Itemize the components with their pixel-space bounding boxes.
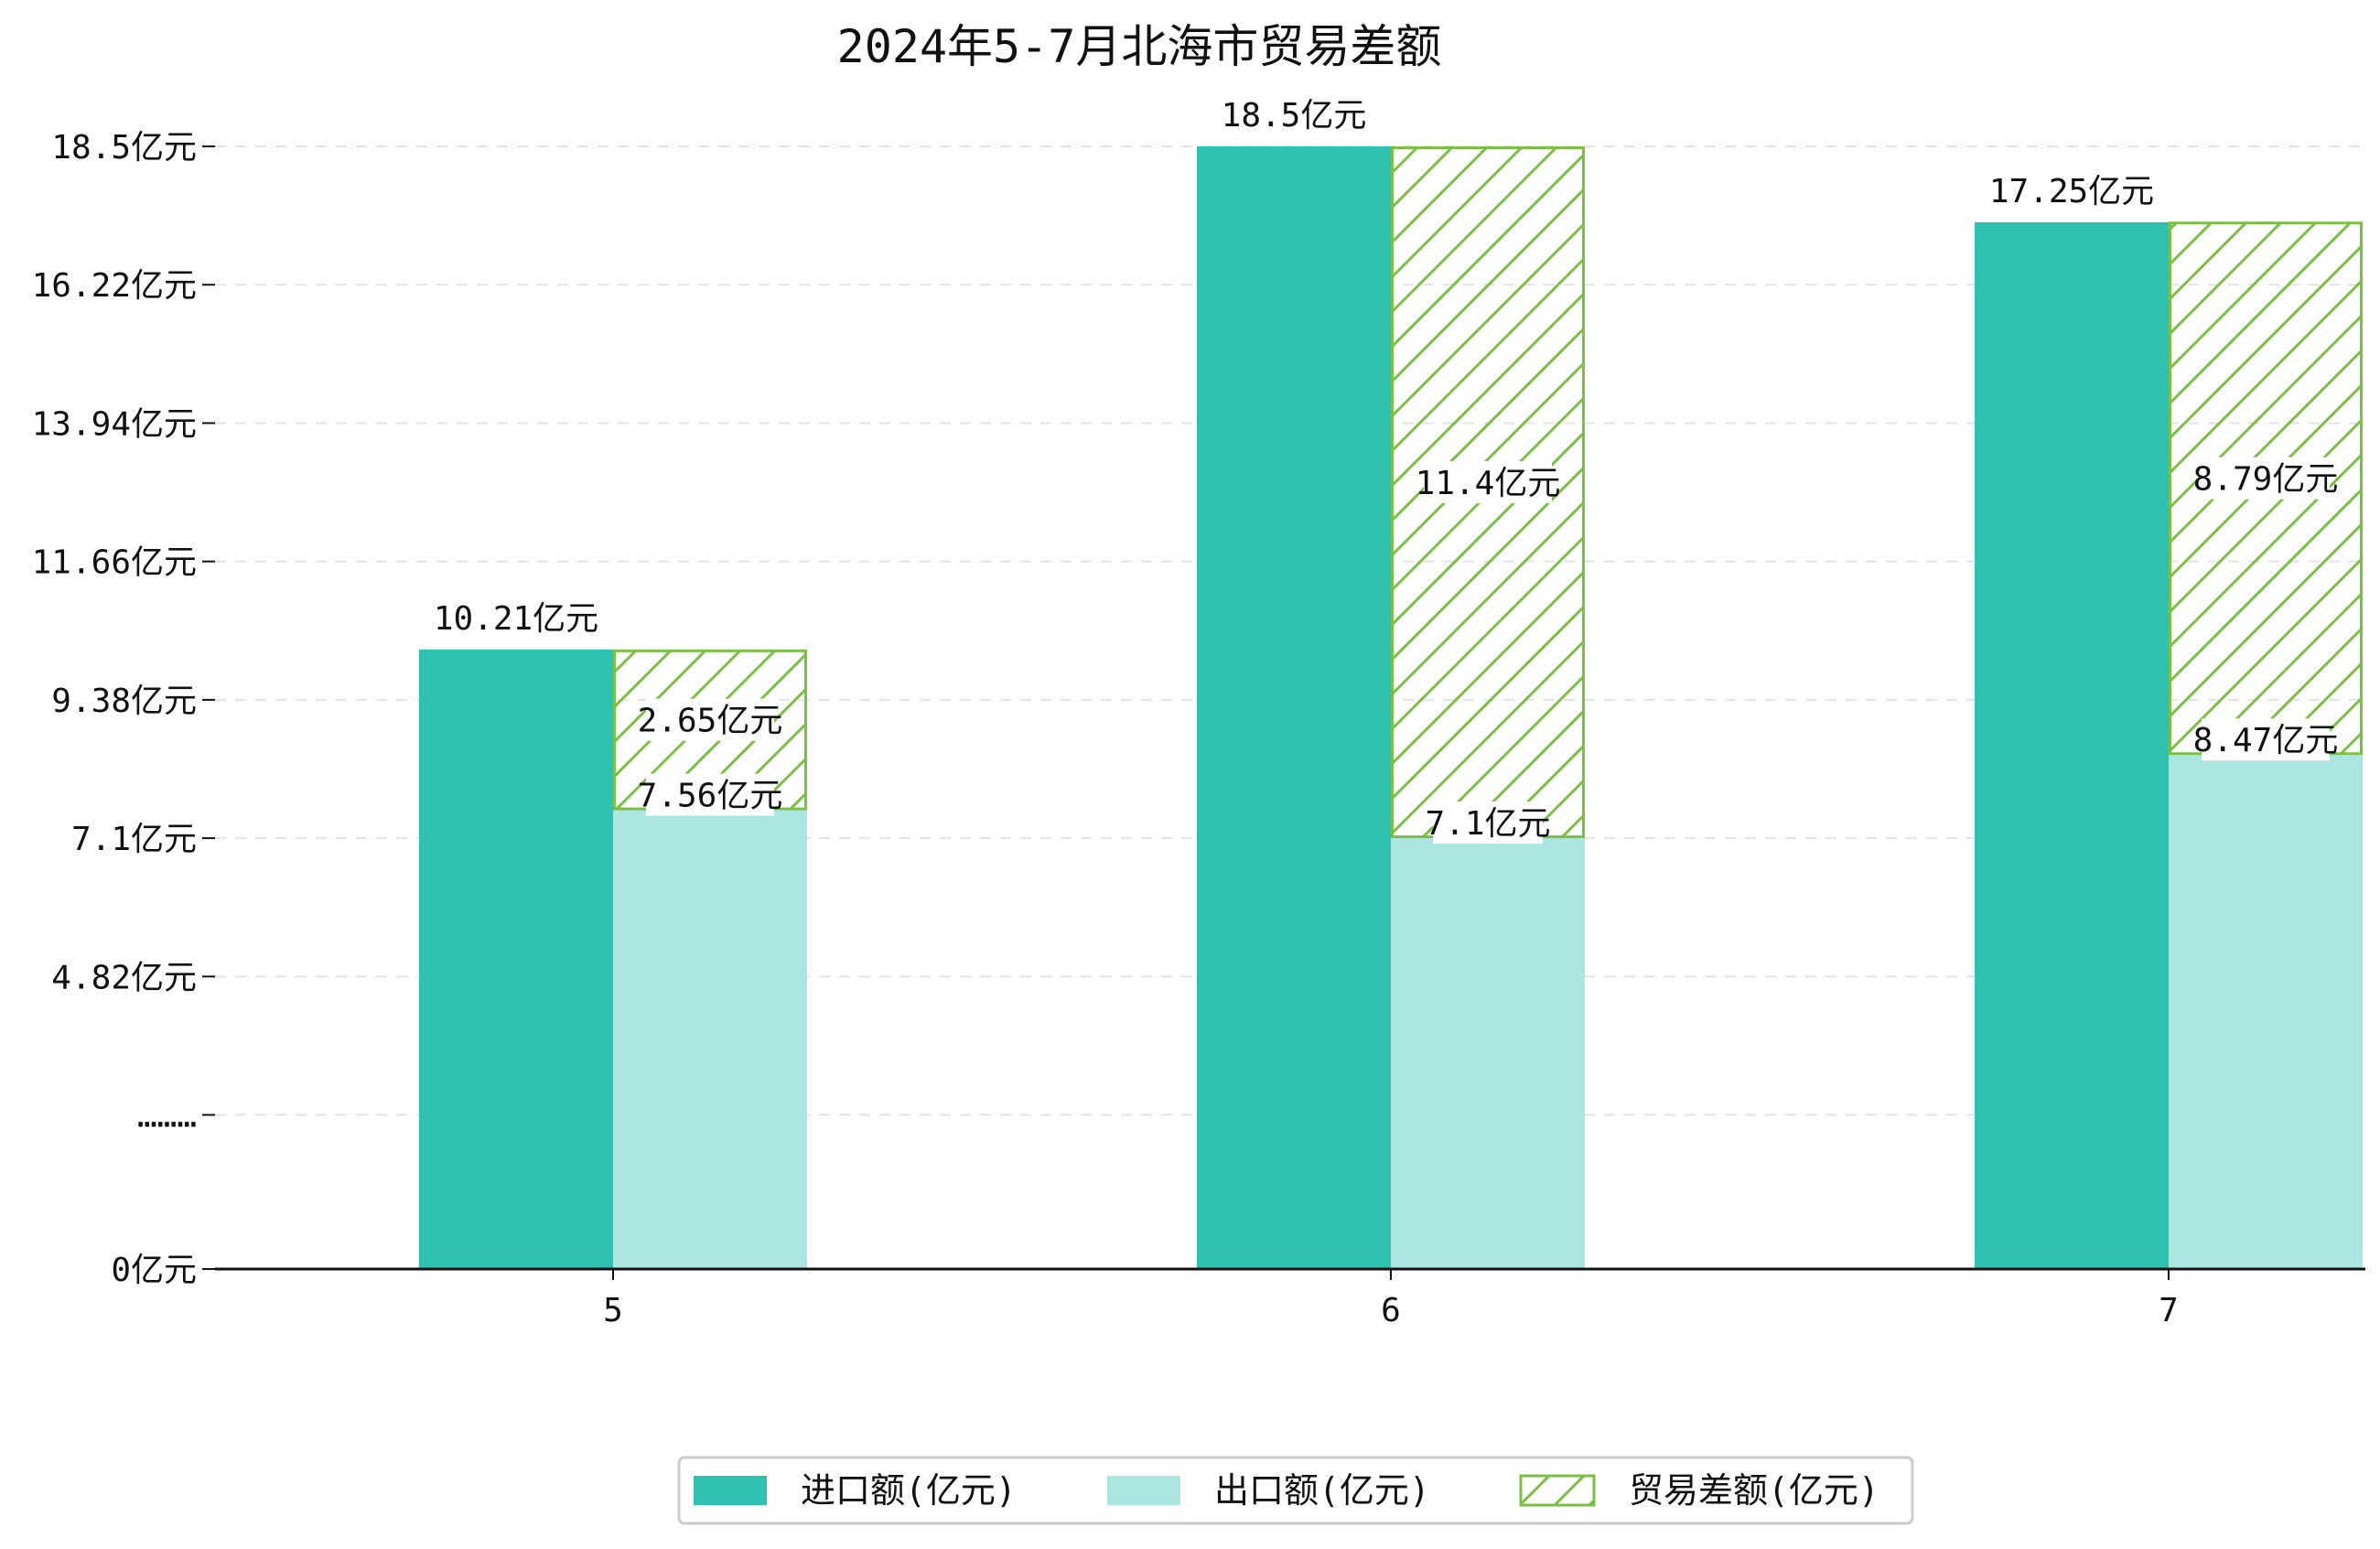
bar-export bbox=[1391, 838, 1585, 1269]
legend-box bbox=[677, 1456, 1914, 1525]
bars bbox=[419, 146, 2363, 1270]
data-label-trade-balance-bg bbox=[1424, 461, 1552, 504]
y-tick-label: 4.82亿元 bbox=[51, 959, 197, 996]
data-label-export-bg bbox=[646, 773, 774, 816]
bar-import bbox=[1975, 221, 2169, 1270]
data-label-import: 17.25亿元 bbox=[1989, 173, 2154, 210]
data-label-import: 18.5亿元 bbox=[1222, 97, 1367, 134]
data-label-import-bg bbox=[1230, 93, 1358, 135]
data-label-export-bg bbox=[1433, 801, 1543, 844]
data-label-import-bg bbox=[443, 596, 589, 639]
y-tick-label: 16.22亿元 bbox=[32, 267, 197, 305]
axes: 0亿元 ……… 4.82亿元 7.1亿元 9.38亿元 11.66亿元 13.94亿元 16.… bbox=[32, 129, 2365, 1329]
y-tick-label: ……… bbox=[137, 1098, 197, 1135]
data-label-trade-balance: 11.4亿元 bbox=[1416, 465, 1561, 502]
y-tick-label: 11.66亿元 bbox=[32, 544, 197, 582]
y-tick-label: 7.1亿元 bbox=[71, 821, 197, 858]
data-label-export-bg bbox=[2202, 718, 2330, 761]
y-tick-label: 0亿元 bbox=[111, 1252, 197, 1289]
legend-import-swatch bbox=[694, 1476, 767, 1505]
data-label-trade-balance-bg bbox=[2202, 457, 2330, 500]
legend-trade-balance-swatch bbox=[1519, 1474, 1596, 1507]
data-labels: 10.21亿元 7.56亿元 2.65亿元 18.5亿元 7.1亿元 11.4亿元 17.2… bbox=[434, 93, 2339, 844]
data-label-export: 8.47亿元 bbox=[2193, 722, 2339, 759]
y-tick-label: 9.38亿元 bbox=[51, 683, 197, 720]
data-label-import: 10.21亿元 bbox=[434, 600, 598, 638]
data-label-export: 7.1亿元 bbox=[1425, 805, 1550, 843]
legend-trade-balance-label: 贸易差额(亿元) bbox=[1629, 1470, 1879, 1511]
legend-export-swatch bbox=[1107, 1476, 1180, 1505]
x-tick-label: 6 bbox=[1381, 1292, 1401, 1329]
legend-export-label: 出口额(亿元) bbox=[1214, 1470, 1430, 1511]
x-tick-label: 5 bbox=[603, 1292, 623, 1329]
data-label-export: 7.56亿元 bbox=[638, 778, 783, 815]
data-label-trade-balance-bg bbox=[646, 698, 774, 741]
data-label-import-bg bbox=[1998, 168, 2145, 211]
legend: 进口额(亿元) 出口额(亿元) 贸易差额(亿元) bbox=[677, 1456, 1914, 1525]
x-tick-label: 7 bbox=[2159, 1292, 2179, 1329]
data-label-trade-balance: 8.79亿元 bbox=[2193, 461, 2339, 499]
chart-title: 2024年5-7月北海市贸易差额 bbox=[837, 20, 1442, 73]
legend-import-label: 进口额(亿元) bbox=[801, 1470, 1017, 1511]
bar-export bbox=[613, 810, 807, 1269]
bar-import bbox=[1197, 146, 1391, 1269]
data-label-trade-balance: 2.65亿元 bbox=[638, 703, 783, 740]
y-tick-label: 18.5亿元 bbox=[51, 129, 197, 167]
bar-import bbox=[419, 649, 613, 1269]
y-tick-label: 13.94亿元 bbox=[32, 405, 197, 443]
bar-export bbox=[2169, 755, 2363, 1269]
